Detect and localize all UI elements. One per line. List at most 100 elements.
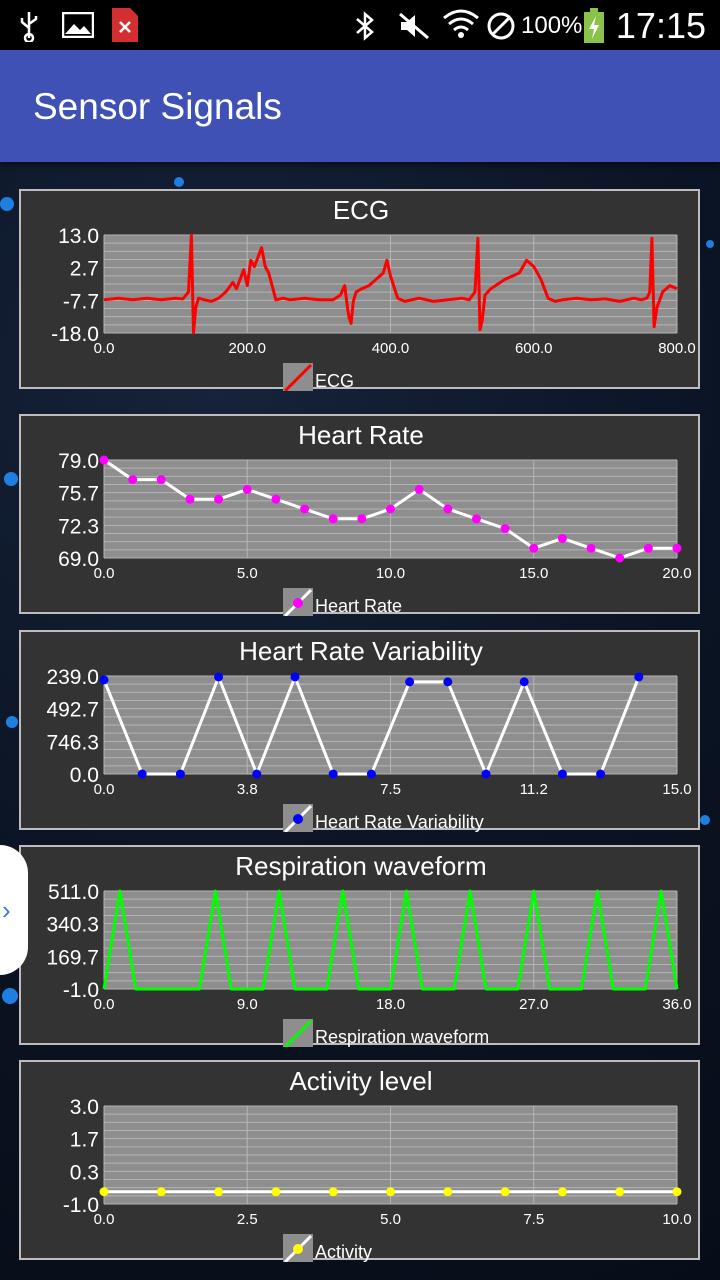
data-point — [615, 1187, 625, 1197]
app-bar: Sensor Signals — [0, 50, 720, 162]
ecg-chart-svg: ECG 13.0 2.7 -7.7 -18.00.0 200.0 400.0 600.0 800… — [51, 195, 696, 391]
data-point — [481, 769, 491, 779]
x-tick-label: 7.5 — [523, 1211, 544, 1228]
battery-percent: 100% — [521, 12, 583, 39]
data-point — [271, 494, 281, 504]
data-point — [596, 769, 606, 779]
data-point — [128, 475, 138, 485]
file-error-icon — [112, 8, 138, 42]
data-point — [386, 1187, 395, 1197]
data-point — [529, 543, 539, 553]
data-point — [175, 769, 185, 779]
wallpaper-dot — [4, 472, 18, 486]
legend-marker — [293, 814, 303, 824]
data-point — [252, 769, 262, 779]
x-tick-label: 600.0 — [515, 340, 553, 357]
respiration-chart-svg: Respiration waveform 511.0 340.3 169.7 -1.00… — [46, 851, 692, 1047]
x-tick-label: 15.0 — [662, 781, 691, 798]
x-tick-label: 10.0 — [662, 1211, 691, 1228]
data-point — [156, 1187, 166, 1197]
hrv-chart: Heart Rate Variability 239.0 492.7 746.3 0.0… — [19, 630, 700, 832]
y-tick-label: 169.7 — [46, 946, 99, 969]
data-point — [156, 475, 166, 485]
legend-label: Activity — [315, 1242, 372, 1262]
hrv-chart-svg: Heart Rate Variability 239.0 492.7 746.3 0.0… — [46, 636, 692, 832]
data-point — [137, 769, 147, 779]
heart-rate-chart-svg: Heart Rate 79.0 75.7 72.3 69.00.0 5.0 10.0 15.0… — [58, 420, 692, 616]
legend-line — [283, 363, 313, 391]
y-tick-label: 0.3 — [70, 1161, 99, 1184]
activity-chart: Activity level 3.0 1.7 0.3 -1.0 0.0 2.5 5.0 7.5 1… — [19, 1060, 700, 1262]
chevron-right-icon: › — [2, 895, 11, 925]
wifi-icon — [443, 9, 479, 38]
battery-charging-icon — [584, 8, 604, 43]
data-point — [643, 543, 653, 553]
data-point — [557, 533, 567, 543]
wallpaper-dot — [0, 197, 14, 211]
y-tick-label: 69.0 — [58, 548, 99, 571]
mute-icon — [399, 12, 429, 40]
usb-icon — [20, 12, 38, 42]
x-tick-label: 2.5 — [237, 1211, 258, 1228]
y-tick-label: 0.0 — [70, 764, 99, 787]
y-tick-label: 3.0 — [70, 1096, 99, 1119]
y-tick-label: 746.3 — [46, 731, 99, 754]
activity-chart-svg: Activity level 3.0 1.7 0.3 -1.00.0 2.5 5.0 7.5 1… — [63, 1066, 692, 1262]
x-tick-label: 18.0 — [376, 996, 405, 1013]
data-point — [500, 524, 510, 534]
legend-marker — [293, 1244, 303, 1254]
data-point — [185, 494, 195, 504]
data-point — [615, 553, 625, 563]
data-point — [271, 1187, 281, 1197]
x-tick-label: 400.0 — [372, 340, 410, 357]
data-point — [500, 1187, 510, 1197]
x-tick-label: 200.0 — [228, 340, 266, 357]
legend-line — [283, 1019, 313, 1047]
y-tick-label: -7.7 — [63, 290, 99, 313]
y-tick-label: -1.0 — [63, 979, 99, 1002]
x-tick-label: 15.0 — [519, 565, 548, 582]
data-point — [300, 504, 310, 514]
wallpaper-dot — [6, 716, 18, 728]
legend-label: Heart Rate — [315, 596, 402, 616]
y-tick-label: 511.0 — [48, 881, 99, 904]
y-tick-label: 13.0 — [58, 225, 99, 248]
y-tick-label: 75.7 — [58, 483, 99, 506]
x-tick-label: 5.0 — [237, 565, 258, 582]
chart-title: Activity level — [289, 1066, 432, 1096]
legend-label: Heart Rate Variability — [315, 812, 484, 832]
wallpaper-dot — [700, 815, 710, 825]
series-line — [102, 889, 679, 991]
data-point — [443, 677, 453, 687]
data-point — [328, 1187, 338, 1197]
y-tick-label: 72.3 — [58, 515, 99, 538]
data-point — [214, 1187, 224, 1197]
data-point — [242, 484, 252, 494]
side-drawer-handle[interactable]: › — [0, 845, 28, 975]
series-line — [103, 233, 678, 335]
heart-rate-chart: Heart Rate 79.0 75.7 72.3 69.0 0.0 5.0 10.0 15.0… — [19, 414, 700, 616]
data-point — [290, 672, 300, 682]
data-point — [557, 769, 567, 779]
wallpaper-dot — [174, 177, 184, 187]
clock: 17:15 — [615, 5, 706, 46]
chart-title: Respiration waveform — [235, 851, 486, 881]
data-point — [328, 769, 338, 779]
data-point — [414, 484, 424, 494]
wallpaper-dot — [2, 988, 18, 1004]
data-point — [519, 677, 529, 687]
x-tick-label: 0.0 — [94, 996, 115, 1013]
data-point — [357, 514, 367, 524]
x-tick-label: 0.0 — [94, 565, 115, 582]
data-point — [99, 1187, 109, 1197]
x-tick-label: 0.0 — [94, 781, 115, 798]
data-point — [214, 672, 224, 682]
data-point — [386, 504, 395, 514]
x-tick-label: 0.0 — [94, 1211, 115, 1228]
legend-label: ECG — [315, 371, 354, 391]
y-tick-label: 79.0 — [58, 450, 99, 473]
x-tick-label: 5.0 — [380, 1211, 401, 1228]
ecg-chart: ECG 13.0 2.7 -7.7 -18.0 0.0 200.0 400.0 600.0 800… — [19, 189, 700, 391]
data-point — [557, 1187, 567, 1197]
data-point — [586, 543, 596, 553]
